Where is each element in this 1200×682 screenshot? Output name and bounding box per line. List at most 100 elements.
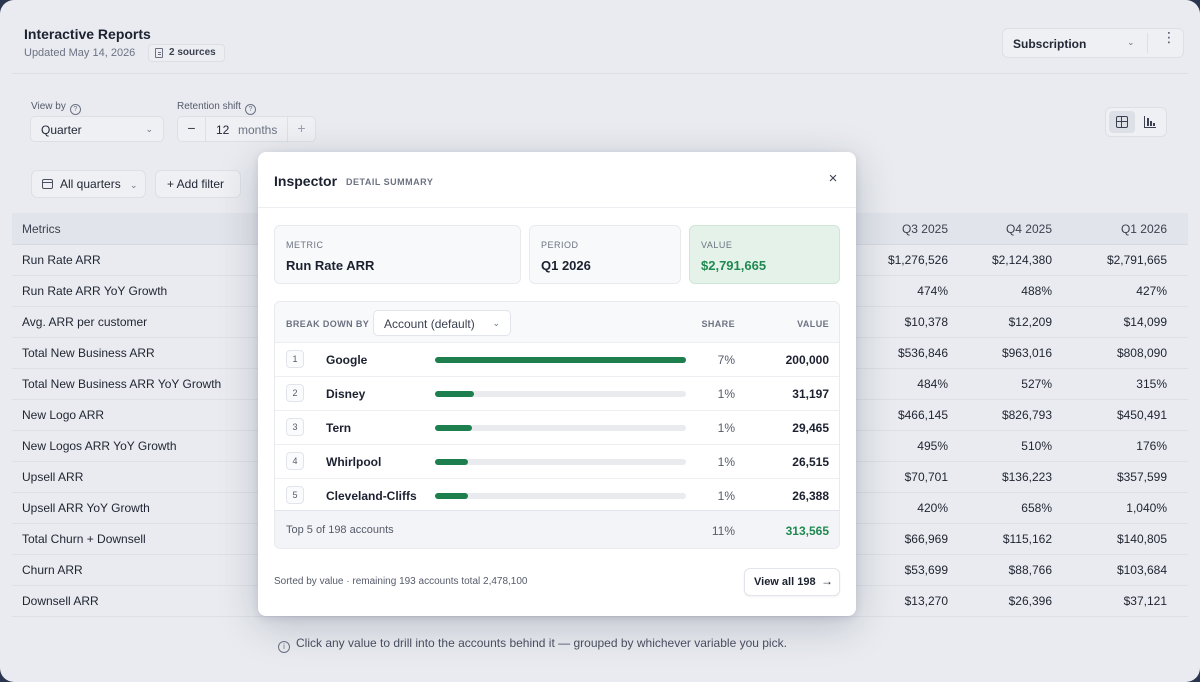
account-value: 31,197 [792, 387, 829, 401]
table-cell-value[interactable]: 315% [1136, 377, 1167, 391]
table-cell-value[interactable]: 427% [1136, 284, 1167, 298]
breakdown-select[interactable]: Account (default) ⌄ [373, 310, 511, 336]
account-row[interactable]: 4 Whirlpool 1% 26,515 [275, 444, 839, 478]
account-value: 26,388 [792, 489, 829, 503]
chevron-down-icon: ⌄ [130, 180, 138, 190]
table-cell-value[interactable]: 176% [1136, 439, 1167, 453]
account-rank: 4 [286, 452, 304, 470]
table-cell-value[interactable]: 488% [1021, 284, 1052, 298]
table-cell-value[interactable]: $466,145 [897, 408, 948, 422]
table-cell-value[interactable]: $10,378 [904, 315, 948, 329]
table-cell-value[interactable]: $88,766 [1008, 563, 1052, 577]
account-row[interactable]: 1 Google 7% 200,000 [275, 342, 839, 376]
table-cell-value[interactable]: $26,396 [1008, 594, 1052, 608]
breakdown-footer-value: 313,565 [785, 524, 829, 538]
account-share: 7% [717, 353, 735, 367]
account-share: 1% [717, 387, 735, 401]
metric-name: Total New Business ARR [22, 346, 155, 360]
table-cell-value[interactable]: $53,699 [904, 563, 948, 577]
column-header[interactable]: Q4 2025 [1005, 222, 1052, 236]
column-header[interactable]: Q3 2025 [901, 222, 948, 236]
account-rank: 5 [286, 486, 304, 504]
account-rank: 3 [286, 418, 304, 436]
share-bar-fill [435, 459, 468, 465]
retention-shift-value[interactable]: 12 [216, 123, 230, 137]
info-icon: i [278, 641, 290, 653]
table-cell-value[interactable]: 474% [917, 284, 948, 298]
table-cell-value[interactable]: $14,099 [1123, 315, 1167, 329]
share-bar-fill [435, 425, 472, 431]
share-bar-fill [435, 357, 686, 363]
table-cell-value[interactable]: $140,805 [1116, 532, 1167, 546]
table-cell-value[interactable]: $66,969 [904, 532, 948, 546]
report-type-select[interactable]: Subscription ⌄ ⋮ [1002, 28, 1184, 58]
share-bar-fill [435, 493, 468, 499]
increment-button[interactable]: + [287, 117, 315, 141]
table-cell-value[interactable]: 495% [917, 439, 948, 453]
table-cell-value[interactable]: 1,040% [1126, 501, 1167, 515]
table-cell-value[interactable]: $450,491 [1116, 408, 1167, 422]
table-view-button[interactable] [1109, 111, 1135, 133]
breakdown-select-value: Account (default) [384, 317, 475, 331]
help-icon[interactable]: ? [69, 104, 81, 115]
table-cell-value[interactable]: $115,162 [1002, 532, 1052, 546]
retention-shift-stepper[interactable]: − 12 months + [177, 116, 316, 142]
table-cell-value[interactable]: $37,121 [1123, 594, 1167, 608]
quarters-filter-chip[interactable]: All quarters ⌄ [31, 170, 146, 198]
column-header[interactable]: Q1 2026 [1120, 222, 1167, 236]
inspector-title: Inspector [274, 173, 338, 189]
table-cell-value[interactable]: $357,599 [1116, 470, 1167, 484]
table-cell-value[interactable]: $2,124,380 [991, 253, 1052, 267]
table-cell-value[interactable]: $2,791,665 [1106, 253, 1167, 267]
breakdown-panel: BREAK DOWN BY Account (default) ⌄ SHARE … [274, 301, 840, 549]
table-cell-value[interactable]: 420% [917, 501, 948, 515]
decrement-button[interactable]: − [178, 117, 206, 141]
period-card-value: Q1 2026 [541, 258, 591, 273]
table-cell-value[interactable]: 484% [917, 377, 948, 391]
account-value: 200,000 [785, 353, 829, 367]
retention-shift-unit: months [238, 123, 278, 137]
table-cell-value[interactable]: $70,701 [904, 470, 948, 484]
metric-name: New Logos ARR YoY Growth [22, 439, 177, 453]
account-row[interactable]: 3 Tern 1% 29,465 [275, 410, 839, 444]
close-icon[interactable]: × [828, 170, 838, 187]
metric-name: Upsell ARR [22, 470, 84, 484]
share-column-header: SHARE [701, 319, 735, 329]
period-card: PERIOD Q1 2026 [529, 225, 681, 284]
account-row[interactable]: 5 Cleveland-Cliffs 1% 26,388 [275, 478, 839, 512]
table-cell-value[interactable]: $963,016 [1001, 346, 1052, 360]
page-header: Interactive Reports Updated May 14, 2026… [12, 10, 1188, 74]
table-cell-value[interactable]: $13,270 [904, 594, 948, 608]
breakdown-footer: Top 5 of 198 accounts 11% 313,565 [275, 510, 839, 548]
table-cell-value[interactable]: $103,684 [1116, 563, 1167, 577]
chart-view-button[interactable] [1137, 111, 1163, 133]
view-all-button[interactable]: View all 198 → [744, 568, 840, 596]
table-icon [1116, 116, 1128, 128]
metric-card: METRIC Run Rate ARR [274, 225, 521, 284]
help-icon[interactable]: ? [244, 104, 256, 115]
table-cell-value[interactable]: $136,223 [1001, 470, 1052, 484]
table-cell-value[interactable]: $808,090 [1116, 346, 1167, 360]
table-cell-value[interactable]: $1,276,526 [887, 253, 948, 267]
metric-name: Run Rate ARR YoY Growth [22, 284, 168, 298]
report-type-value: Subscription [1013, 37, 1087, 51]
share-bar-track [435, 459, 686, 465]
table-cell-value[interactable]: $12,209 [1008, 315, 1052, 329]
account-name: Tern [326, 421, 352, 435]
table-cell-value[interactable]: 527% [1021, 377, 1052, 391]
table-cell-value[interactable]: 658% [1021, 501, 1052, 515]
add-filter-button[interactable]: + Add filter [155, 170, 241, 198]
add-filter-label: + Add filter [167, 177, 225, 191]
account-rank: 2 [286, 384, 304, 402]
more-options-icon[interactable]: ⋮ [1162, 29, 1176, 45]
view-by-select[interactable]: Quarter ⌄ [30, 116, 164, 142]
account-row[interactable]: 2 Disney 1% 31,197 [275, 376, 839, 410]
table-cell-value[interactable]: 510% [1021, 439, 1052, 453]
table-cell-value[interactable]: $536,846 [897, 346, 948, 360]
sources-chip[interactable]: 2 sources [148, 44, 225, 62]
table-cell-value[interactable]: $826,793 [1001, 408, 1052, 422]
metric-name: Avg. ARR per customer [22, 315, 148, 329]
account-share: 1% [717, 421, 735, 435]
value-card-value: $2,791,665 [701, 258, 767, 273]
